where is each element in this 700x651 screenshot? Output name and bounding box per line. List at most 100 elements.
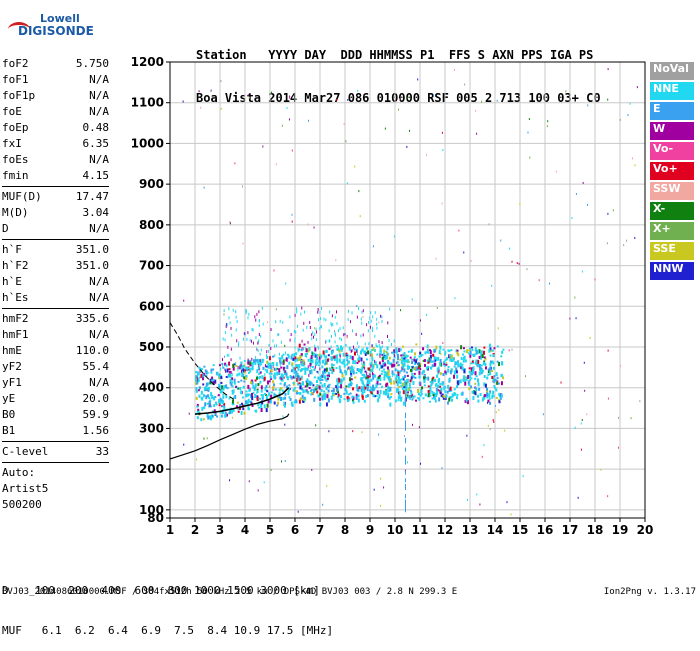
- echo-dot: [327, 373, 330, 378]
- echo-dot: [437, 372, 440, 375]
- echo-dot: [467, 352, 470, 355]
- echo-dot: [245, 377, 248, 381]
- param-row: yF1 N/A: [2, 375, 109, 391]
- echo-dot: [448, 350, 451, 353]
- echo-dot: [384, 355, 387, 360]
- echo-dot: [363, 373, 366, 378]
- echo-dot: [439, 358, 442, 363]
- param-value: 20.0: [82, 392, 110, 405]
- param-row: B1 1.56: [2, 423, 109, 439]
- echo-dot: [321, 378, 324, 381]
- echo-dot: [223, 385, 226, 389]
- echo-dot: [502, 376, 505, 380]
- echo-dot: [397, 396, 400, 400]
- echo-dot: [474, 371, 477, 375]
- echo-dot: [491, 349, 494, 352]
- echo-dot: [444, 359, 447, 362]
- echo-dot: [316, 354, 319, 357]
- echo-dot: [242, 242, 244, 245]
- echo-dot: [241, 366, 243, 370]
- echo-dot: [229, 381, 232, 385]
- echo-dot: [240, 390, 243, 395]
- echo-dot: [500, 393, 503, 398]
- echo-dot: [487, 373, 490, 376]
- echo-dot: [399, 397, 402, 402]
- echo-dot: [434, 362, 437, 366]
- echo-dot: [201, 406, 204, 411]
- echo-dot: [237, 343, 239, 347]
- echo-dot: [304, 366, 306, 370]
- echo-dot: [583, 361, 585, 364]
- echo-dot: [244, 332, 246, 336]
- echo-dot: [348, 346, 351, 351]
- echo-dot: [470, 385, 473, 389]
- echo-dot: [342, 377, 345, 381]
- echo-dot: [415, 343, 418, 346]
- echo-dot: [290, 369, 293, 373]
- legend-item: X-: [650, 202, 694, 220]
- echo-dot: [327, 389, 330, 393]
- echo-dot: [405, 499, 406, 504]
- echo-dot: [222, 366, 225, 369]
- echo-dot: [200, 390, 203, 395]
- echo-dot: [248, 312, 250, 316]
- echo-dot: [206, 371, 209, 374]
- echo-dot: [382, 362, 385, 366]
- echo-dot: [224, 331, 226, 335]
- echo-dot: [413, 395, 416, 398]
- echo-dot: [280, 375, 283, 380]
- echo-dot: [478, 355, 481, 359]
- echo-dot: [247, 408, 250, 411]
- echo-dot: [360, 388, 363, 393]
- echo-dot: [381, 385, 384, 388]
- echo-dot: [394, 399, 397, 403]
- echo-dot: [486, 401, 488, 404]
- echo-dot: [381, 358, 384, 362]
- echo-dot: [229, 222, 231, 225]
- echo-dot: [356, 341, 358, 345]
- echo-dot: [260, 385, 263, 390]
- echo-dot: [370, 368, 373, 372]
- echo-dot: [468, 383, 471, 386]
- echo-dot: [435, 383, 438, 387]
- echo-dot: [370, 391, 373, 394]
- echo-dot: [216, 415, 219, 418]
- echo-dot: [486, 390, 489, 394]
- echo-dot: [307, 340, 309, 344]
- echo-dot: [413, 358, 416, 362]
- echo-dot: [268, 380, 271, 383]
- echo-dot: [487, 399, 490, 403]
- echo-dot: [488, 397, 491, 400]
- echo-dot: [236, 373, 239, 377]
- echo-dot: [460, 392, 463, 396]
- echo-dot: [428, 349, 431, 352]
- echo-dot: [442, 149, 444, 152]
- echo-dot: [457, 363, 460, 368]
- echo-dot: [357, 89, 359, 92]
- echo-dot: [429, 381, 432, 384]
- echo-dot: [300, 375, 303, 380]
- echo-dot: [312, 352, 315, 356]
- echo-dot: [242, 368, 245, 373]
- echo-dot: [359, 215, 361, 218]
- echo-dot: [337, 393, 340, 397]
- param-key: C-level: [2, 445, 49, 458]
- echo-dot: [284, 392, 287, 396]
- echo-dot: [272, 355, 275, 358]
- echo-dot: [267, 321, 269, 324]
- echo-dot: [421, 371, 424, 375]
- echo-dot: [420, 393, 423, 396]
- echo-dot: [224, 368, 227, 371]
- echo-dot: [363, 384, 366, 388]
- echo-dot: [256, 392, 258, 395]
- echo-dot: [418, 355, 421, 358]
- echo-dot: [493, 347, 496, 350]
- echo-dot: [332, 367, 335, 371]
- echo-dot: [405, 423, 406, 428]
- echo-dot: [209, 405, 212, 408]
- echo-dot: [342, 346, 344, 350]
- echo-dot: [303, 362, 305, 366]
- echo-dot: [258, 406, 261, 409]
- echo-dot: [279, 359, 282, 364]
- y-tick-label: 400: [139, 381, 164, 395]
